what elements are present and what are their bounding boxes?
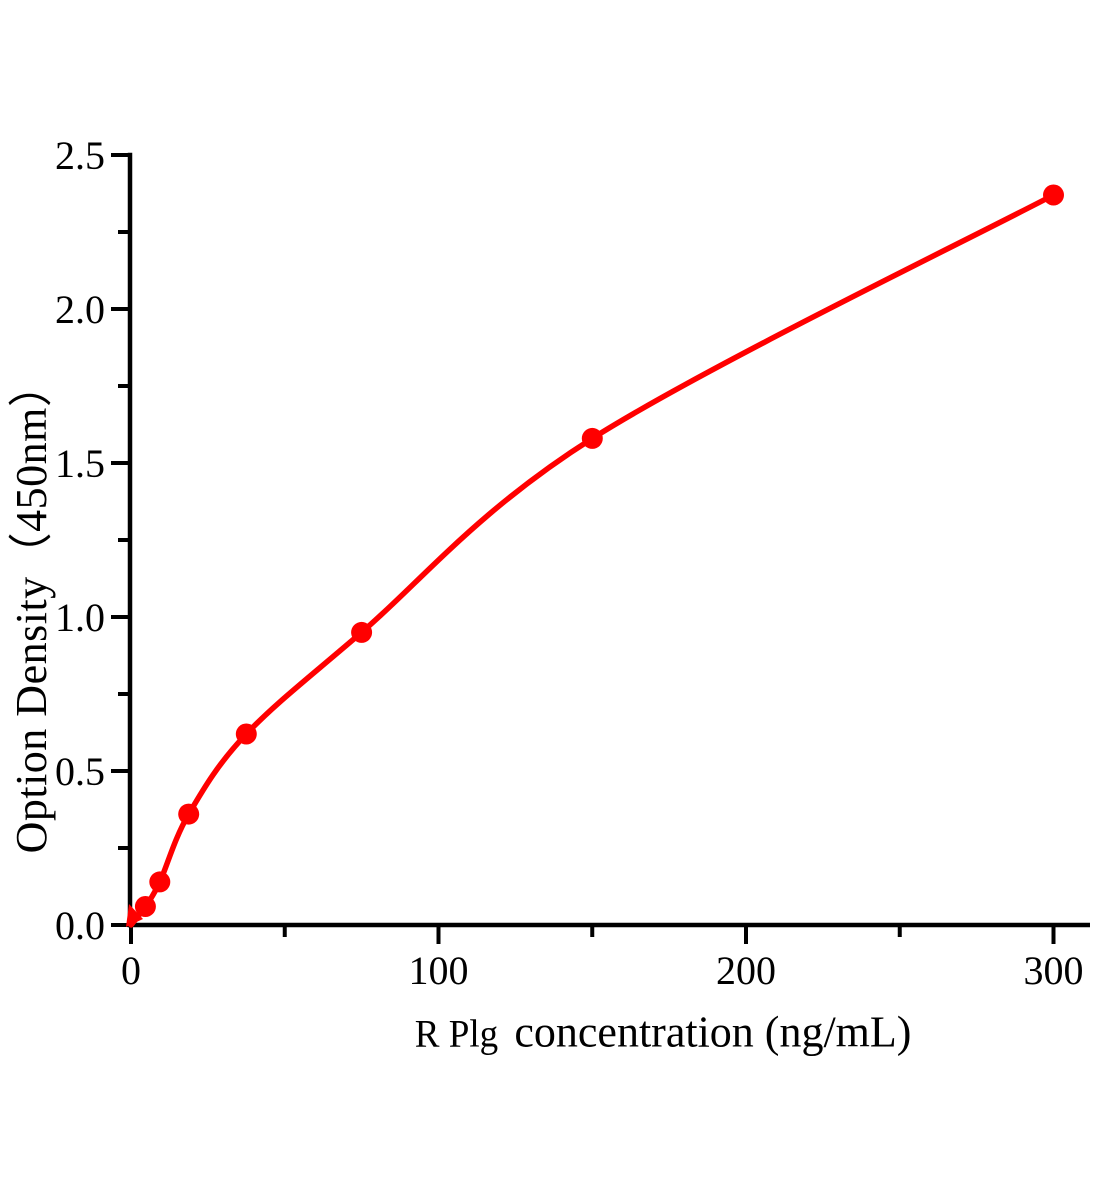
y-tick-label: 0.0 bbox=[55, 903, 105, 948]
x-tick-label: 100 bbox=[409, 948, 469, 993]
y-tick-label: 1.0 bbox=[55, 595, 105, 640]
y-tick-label: 2.0 bbox=[55, 287, 105, 332]
y-tick-label: 1.5 bbox=[55, 441, 105, 486]
data-point bbox=[235, 723, 257, 745]
data-point bbox=[134, 896, 156, 917]
fit-curve bbox=[128, 192, 1057, 928]
y-tick-label: 2.5 bbox=[55, 133, 105, 178]
data-point bbox=[351, 621, 373, 643]
x-axis-title: R Plg concentration (ng/mL) bbox=[413, 1007, 912, 1058]
y-axis-title: Option Density（450nm） bbox=[7, 362, 56, 854]
data-point bbox=[178, 803, 200, 825]
x-tick-label: 200 bbox=[716, 948, 776, 993]
x-axis-title-prefix: R Plg bbox=[414, 1012, 499, 1056]
y-tick-label: 0.5 bbox=[55, 749, 105, 794]
x-tick-label: 0 bbox=[121, 948, 141, 993]
curve-origin-wedge bbox=[126, 904, 143, 927]
x-tick-label: 300 bbox=[1024, 948, 1084, 993]
data-point bbox=[581, 427, 603, 449]
data-point bbox=[1043, 184, 1064, 206]
data-point bbox=[149, 871, 171, 893]
x-axis-title-main: concentration (ng/mL) bbox=[514, 1007, 912, 1057]
